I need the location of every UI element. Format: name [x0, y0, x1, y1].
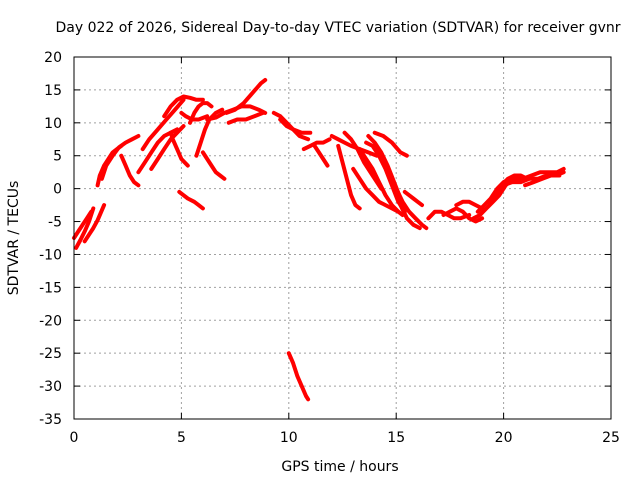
trace-arc-05: [99, 134, 141, 181]
y-tick-label: -20: [39, 313, 62, 329]
trace-arc-26: [342, 130, 384, 191]
trace-arc-32: [372, 130, 409, 158]
y-axis-label: SDTVAR / TECUs: [6, 181, 22, 296]
trace-arc-44: [286, 351, 311, 402]
y-tick-label: -10: [39, 247, 62, 263]
trace-arc-10: [162, 94, 205, 119]
y-tick-label: -5: [48, 215, 62, 231]
trace-arc-08: [140, 97, 186, 152]
trace-arc-34: [402, 189, 424, 208]
axis-ticks: [73, 56, 612, 420]
trace-arc-24: [329, 134, 379, 158]
x-tick-label: 20: [495, 430, 513, 446]
y-tick-label: -15: [39, 280, 62, 296]
trace-arc-21: [278, 117, 311, 142]
trace-arc-22: [301, 137, 332, 152]
trace-arc-06: [119, 153, 141, 188]
trace-arc-09: [149, 124, 186, 171]
trace-arc-42: [512, 166, 566, 181]
trace-arc-40: [486, 173, 530, 204]
y-tick-label: -30: [39, 379, 62, 395]
y-tick-label: -25: [39, 346, 62, 362]
trace-arc-18: [224, 78, 268, 115]
trace-arc-19: [226, 110, 265, 125]
trace-arc-12: [177, 189, 205, 211]
y-tick-label: 10: [44, 116, 62, 132]
trace-arc-14: [188, 101, 214, 125]
x-tick-label: 25: [602, 430, 620, 446]
trace-arc-43: [523, 173, 562, 188]
trace-arc-33: [387, 173, 429, 231]
y-tick-label: 5: [53, 149, 62, 165]
trace-arc-36: [441, 206, 485, 224]
trace-arc-01: [72, 209, 94, 240]
chart-title: Day 022 of 2026, Sidereal Day-to-day VTE…: [55, 20, 620, 36]
trace-arc-23: [312, 143, 330, 168]
x-tick-labels: 0 5 10 15 20 25: [70, 430, 620, 446]
trace-arc-28: [357, 147, 405, 217]
x-axis-label: GPS time / hours: [281, 459, 398, 475]
y-tick-label: -35: [39, 412, 62, 428]
y-tick-labels: 20 15 10 5 0 -5 -10 -15 -20 -25 -30 -35: [39, 50, 62, 428]
x-tick-label: 5: [177, 430, 186, 446]
x-tick-label: 0: [70, 430, 79, 446]
y-tick-label: 0: [53, 182, 62, 198]
trace-arc-11: [168, 130, 190, 168]
trace-arc-03: [82, 203, 107, 244]
trace-arc-02: [74, 206, 96, 250]
y-tick-label: 15: [44, 83, 62, 99]
grid: [74, 57, 611, 419]
trace-arc-15: [194, 107, 225, 158]
x-tick-label: 15: [387, 430, 405, 446]
trace-arc-16: [200, 150, 227, 181]
data-traces: [72, 78, 566, 402]
trace-arc-37: [454, 199, 485, 211]
plot-frame: [73, 56, 612, 420]
y-tick-label: 20: [44, 50, 62, 66]
x-tick-label: 10: [280, 430, 298, 446]
trace-arc-27: [351, 166, 401, 214]
trace-arc-25: [336, 143, 362, 211]
